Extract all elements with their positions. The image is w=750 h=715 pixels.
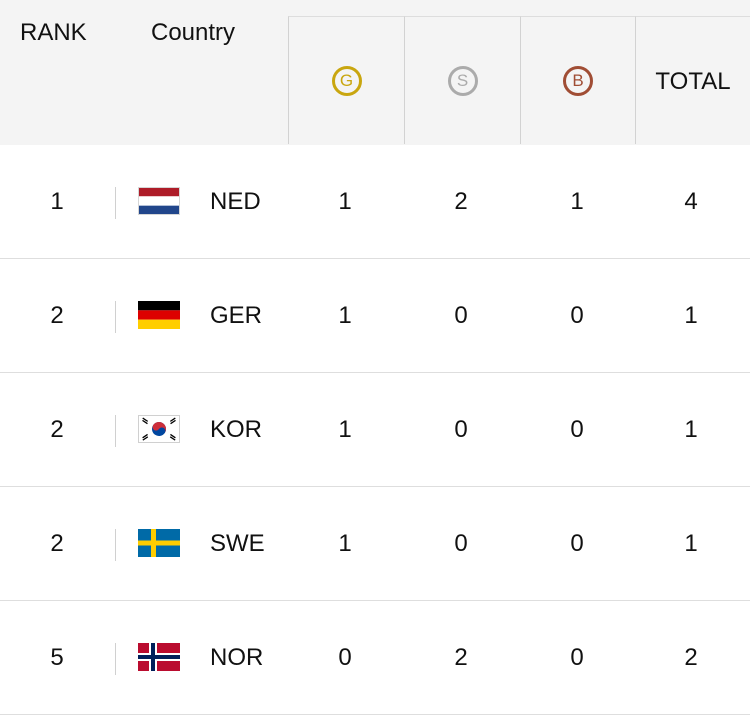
bronze-count: 0 xyxy=(570,643,584,671)
bronze-count: 1 xyxy=(570,187,584,215)
column-divider xyxy=(115,415,116,447)
gold-count: 1 xyxy=(338,301,352,329)
country-code[interactable]: NOR xyxy=(210,643,264,671)
bronze-count: 0 xyxy=(570,415,584,443)
total-count: 4 xyxy=(684,187,698,215)
netherlands-flag-icon xyxy=(138,187,180,215)
rank-header[interactable]: RANK xyxy=(20,19,87,46)
sweden-flag-icon xyxy=(138,529,180,557)
gold-header[interactable]: G xyxy=(288,16,404,144)
column-divider xyxy=(115,529,116,561)
total-header[interactable]: TOTAL xyxy=(635,16,750,144)
gold-count: 1 xyxy=(338,415,352,443)
germany-flag-icon xyxy=(138,301,180,329)
bronze-header[interactable]: B xyxy=(520,16,635,144)
country-code[interactable]: GER xyxy=(210,301,263,329)
table-row[interactable]: 1 NED 1 2 1 4 xyxy=(0,145,750,259)
gold-count: 0 xyxy=(338,643,352,671)
bronze-count: 0 xyxy=(570,301,584,329)
country-code[interactable]: SWE xyxy=(210,529,265,557)
column-divider xyxy=(115,301,116,333)
column-divider xyxy=(115,187,116,219)
norway-flag-icon xyxy=(138,643,180,671)
rank-value: 5 xyxy=(50,643,64,671)
column-divider xyxy=(115,643,116,675)
rank-value: 2 xyxy=(50,415,64,443)
total-count: 1 xyxy=(684,301,698,329)
total-count: 2 xyxy=(684,643,698,671)
bronze-medal-icon: B xyxy=(563,66,593,96)
silver-header[interactable]: S xyxy=(404,16,520,144)
rank-value: 1 xyxy=(50,187,64,215)
silver-count: 0 xyxy=(454,529,468,557)
bronze-count: 0 xyxy=(570,529,584,557)
silver-count: 2 xyxy=(454,187,468,215)
silver-count: 0 xyxy=(454,301,468,329)
rank-value: 2 xyxy=(50,529,64,557)
silver-count: 0 xyxy=(454,415,468,443)
gold-count: 1 xyxy=(338,529,352,557)
table-row[interactable]: 5 NOR 0 2 0 2 xyxy=(0,601,750,715)
table-header: RANK Country G S B TOTAL xyxy=(0,0,750,145)
table-row[interactable]: 2 xyxy=(0,373,750,487)
south-korea-flag-icon xyxy=(138,415,180,443)
gold-count: 1 xyxy=(338,187,352,215)
gold-medal-icon: G xyxy=(331,66,362,96)
total-header-label: TOTAL xyxy=(655,68,731,95)
rank-value: 2 xyxy=(50,301,64,329)
country-code[interactable]: KOR xyxy=(210,415,263,443)
total-count: 1 xyxy=(684,529,698,557)
total-count: 1 xyxy=(684,415,698,443)
table-row[interactable]: 2 SWE 1 0 0 1 xyxy=(0,487,750,601)
country-code[interactable]: NED xyxy=(210,187,261,215)
silver-medal-icon: S xyxy=(447,66,478,96)
silver-count: 2 xyxy=(454,643,468,671)
table-row[interactable]: 2 GER 1 0 0 1 xyxy=(0,259,750,373)
country-header[interactable]: Country xyxy=(151,19,236,46)
